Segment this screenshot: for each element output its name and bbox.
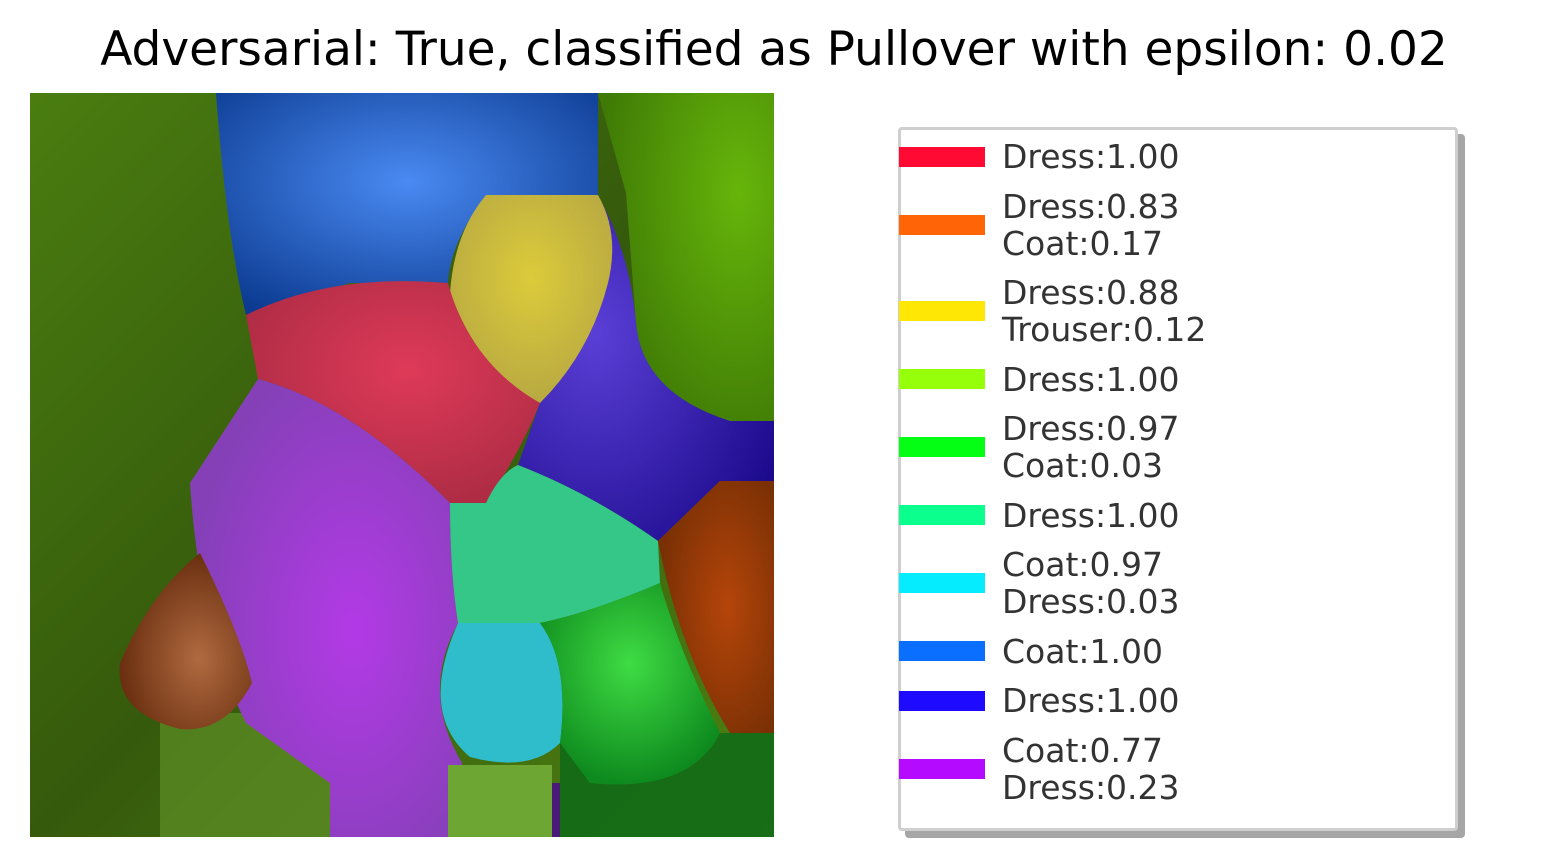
legend-entry: Dress:0.97 Coat:0.03	[899, 409, 1441, 485]
legend-swatch	[899, 214, 985, 235]
legend-swatch	[899, 437, 985, 457]
legend-entry: Dress:1.00	[899, 495, 1441, 535]
legend-entry: Dress:0.88 Trouser:0.12	[899, 273, 1441, 349]
figure-title: Adversarial: True, classified as Pullove…	[100, 22, 1448, 77]
legend-swatch	[899, 641, 985, 661]
segment-cyan	[440, 623, 563, 763]
legend-label: Dress:1.00	[1002, 359, 1180, 399]
legend-label: Coat:0.77 Dress:0.23	[1002, 730, 1180, 807]
legend-swatch	[899, 369, 985, 389]
legend: Dress:1.00 Dress:0.83 Coat:0.17 Dress:0.88…	[898, 127, 1458, 831]
legend-swatch	[899, 505, 985, 525]
legend-entry: Coat:0.77 Dress:0.23	[899, 730, 1441, 807]
segment-brown	[119, 553, 252, 730]
segment-green	[540, 583, 720, 785]
segment-indigo	[518, 195, 774, 541]
legend-entry: Dress:0.83 Coat:0.17	[899, 186, 1441, 263]
segment-red	[246, 281, 540, 503]
legend-label: Dress:0.83 Coat:0.17	[1002, 186, 1180, 263]
legend-label: Dress:1.00	[1002, 137, 1180, 176]
legend-label: Coat:1.00	[1002, 631, 1163, 671]
legend-entry: Dress:1.00	[899, 359, 1441, 399]
legend-label: Coat:0.97 Dress:0.03	[1002, 545, 1180, 621]
segmentation-image	[30, 93, 774, 837]
segment-bottom-purple-strip	[552, 783, 560, 837]
legend-swatch	[899, 758, 985, 779]
legend-entry: Dress:1.00	[899, 137, 1441, 176]
segment-blue	[216, 93, 598, 315]
legend-entry: Coat:1.00	[899, 631, 1441, 671]
segment-bottom-light-green	[448, 765, 552, 837]
segment-purple	[190, 379, 462, 837]
segment-yellow	[450, 195, 613, 403]
legend-entry: Coat:0.97 Dress:0.03	[899, 545, 1441, 621]
legend-swatch	[899, 301, 985, 321]
legend-label: Dress:0.97 Coat:0.03	[1002, 409, 1180, 485]
legend-label: Dress:1.00	[1002, 495, 1180, 535]
segment-orange	[658, 481, 774, 733]
legend-entry: Dress:1.00	[899, 681, 1441, 720]
legend-swatch	[899, 690, 985, 711]
segment-mint	[450, 465, 660, 623]
segment-right-green	[598, 93, 774, 421]
legend-swatch	[899, 146, 985, 167]
legend-label: Dress:0.88 Trouser:0.12	[1002, 273, 1207, 349]
legend-label: Dress:1.00	[1002, 681, 1180, 720]
legend-swatch	[899, 573, 985, 593]
